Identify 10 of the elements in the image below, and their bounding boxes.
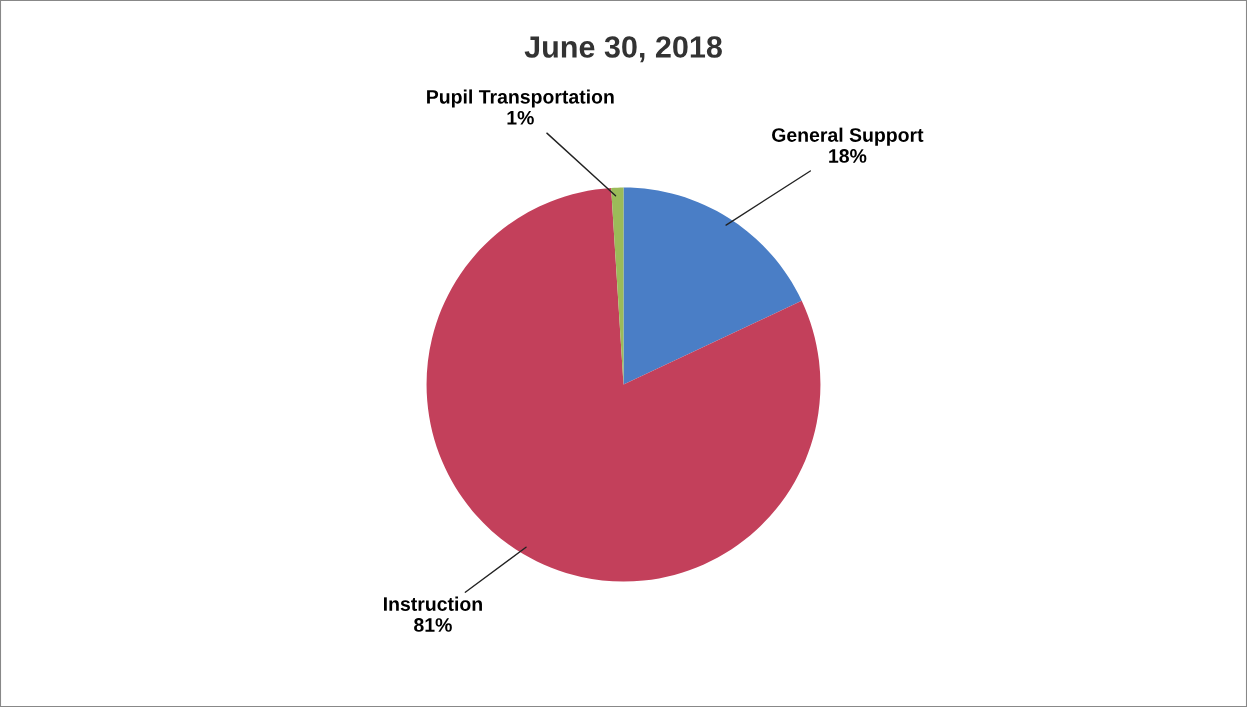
pie-slice bbox=[426, 188, 821, 582]
data-label: 1% bbox=[507, 110, 534, 125]
slice-label: Instruction bbox=[383, 596, 482, 611]
data-label: 81% bbox=[414, 618, 452, 632]
chart-title: June 30, 2018 bbox=[524, 36, 722, 63]
data-label: 18% bbox=[829, 149, 867, 163]
slice-label: Pupil Transportation bbox=[427, 89, 614, 108]
pie-slice bbox=[611, 187, 624, 385]
slice-label: General Support bbox=[772, 127, 924, 146]
pie-slice bbox=[623, 187, 802, 385]
